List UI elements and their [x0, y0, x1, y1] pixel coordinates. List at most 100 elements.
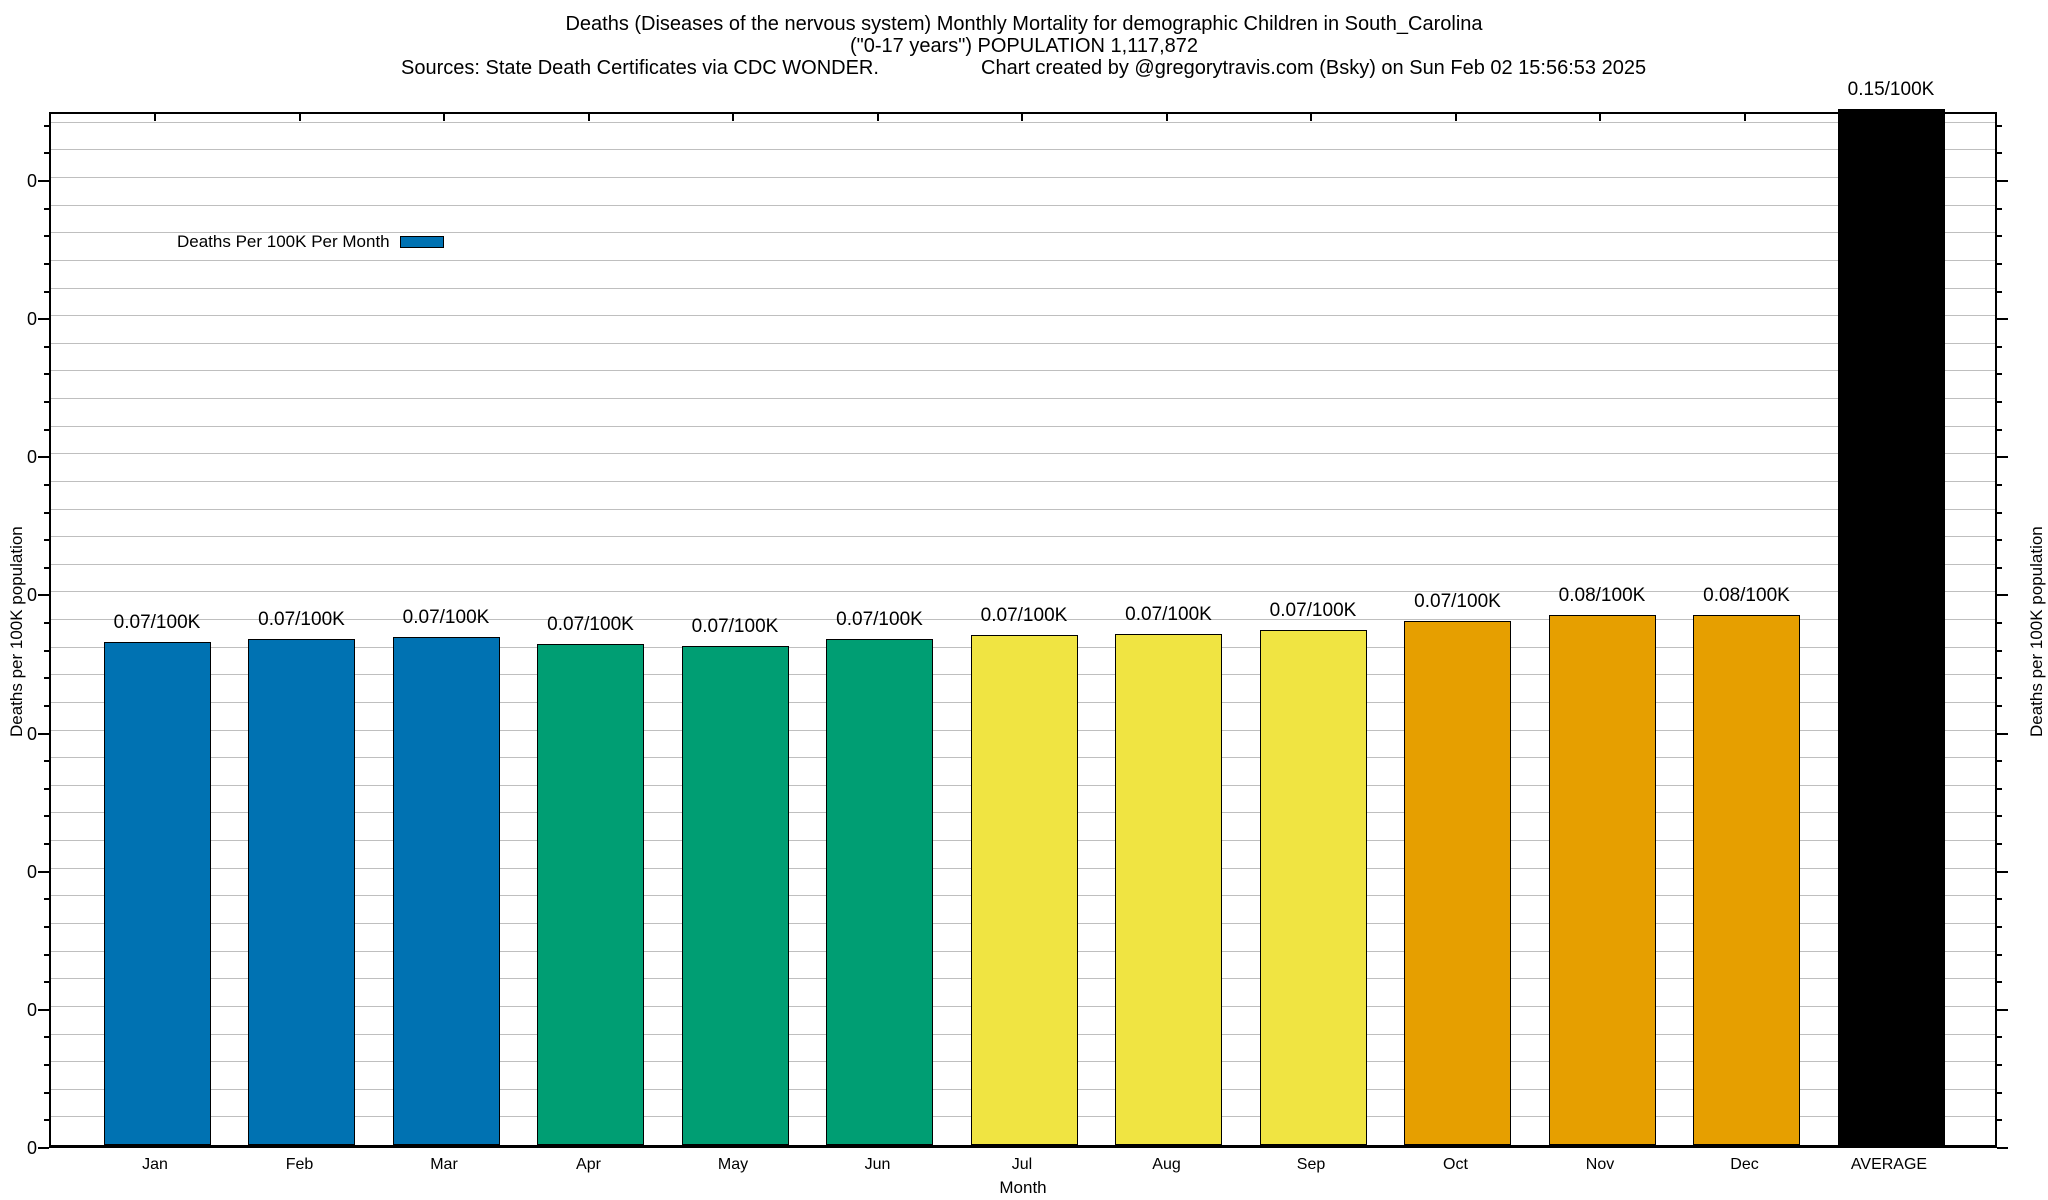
y-tick-mark — [44, 428, 49, 431]
y2-tick-mark — [1997, 152, 2002, 155]
x-tick-label-jan: Jan — [142, 1156, 168, 1173]
chart-title-line2: ("0-17 years") POPULATION 1,117,872 — [849, 35, 1199, 57]
y-tick-mark — [38, 180, 49, 183]
gridline — [51, 315, 1995, 317]
y2-tick-mark — [1997, 622, 2002, 625]
bar-apr — [537, 643, 644, 1145]
y-tick-mark — [44, 1091, 49, 1094]
y-tick-mark — [44, 622, 49, 625]
gridline — [51, 287, 1995, 289]
y-tick-mark — [38, 1147, 49, 1149]
gridline — [51, 398, 1995, 400]
x-tick-mark-top — [876, 112, 879, 121]
y-tick-mark — [44, 401, 49, 404]
bar-value-label-dec: 0.08/100K — [1703, 584, 1790, 606]
bar-jan — [103, 642, 211, 1145]
y-tick-mark — [44, 207, 49, 210]
legend: Deaths Per 100K Per Month — [177, 232, 444, 252]
gridline — [51, 536, 1995, 538]
gridline — [51, 342, 1995, 344]
gridline — [51, 619, 1995, 621]
x-tick-mark-top — [1021, 112, 1023, 121]
x-tick-mark-top — [1599, 112, 1601, 121]
bar-value-label-average: 0.15/100K — [1847, 79, 1935, 100]
x-tick-label-feb: Feb — [285, 1156, 314, 1173]
y-tick-mark — [38, 732, 49, 735]
y2-tick-mark — [1997, 373, 2002, 376]
y-tick-mark — [38, 318, 49, 321]
chart-credit: Chart created by @gregorytravis.com (Bsk… — [981, 57, 1647, 79]
x-tick-mark-top — [587, 112, 590, 121]
gridline — [51, 425, 1995, 427]
y2-tick-mark — [1997, 1119, 2002, 1122]
y-tick-mark — [44, 566, 49, 569]
y2-tick-mark — [1997, 207, 2002, 210]
y2-tick-mark — [1997, 870, 2008, 873]
x-tick-mark-top — [1310, 112, 1312, 121]
gridline — [51, 370, 1995, 372]
y2-tick-mark — [1997, 483, 2002, 486]
bar-feb — [248, 639, 355, 1145]
y-tick-label: 0 — [26, 585, 37, 606]
y-tick-mark — [44, 815, 49, 818]
x-tick-label-apr: Apr — [576, 1156, 601, 1173]
y2-tick-mark — [1997, 180, 2008, 183]
y2-tick-mark — [1997, 318, 2008, 321]
legend-label: Deaths Per 100K Per Month — [177, 232, 390, 251]
bar-value-label-apr: 0.07/100K — [547, 613, 634, 635]
y2-tick-mark — [1997, 732, 2008, 735]
plot-area: 0.07/100K 0.07/100K 0.07/100K 0.07/100K 0.07… — [49, 79, 1997, 1148]
y-tick-mark — [38, 870, 49, 873]
y2-tick-mark — [1997, 456, 2008, 459]
y2-tick-mark — [1997, 815, 2002, 818]
x-tick-label-oct: Oct — [1443, 1156, 1468, 1173]
gridline — [51, 121, 1995, 123]
x-tick-label-mar: Mar — [430, 1156, 458, 1173]
gridline — [51, 232, 1995, 234]
y-tick-mark — [44, 1064, 49, 1067]
gridline — [51, 508, 1995, 510]
x-tick-mark-top — [1743, 112, 1746, 121]
y-tick-mark — [44, 1119, 49, 1122]
x-tick-label-nov: Nov — [1585, 1156, 1615, 1173]
chart-sources: Sources: State Death Certificates via CD… — [401, 57, 879, 79]
x-tick-mark-top — [732, 112, 734, 121]
bar-value-label-feb: 0.07/100K — [258, 609, 345, 631]
gridline — [51, 480, 1995, 482]
x-tick-mark-top — [154, 112, 156, 121]
x-tick-label-dec: Dec — [1730, 1156, 1759, 1173]
y2-tick-mark — [1997, 787, 2002, 790]
gridline — [51, 563, 1995, 565]
y2-tick-mark — [1997, 511, 2002, 514]
y2-tick-mark — [1997, 649, 2002, 652]
x-tick-mark-top — [1165, 112, 1168, 121]
y-tick-mark — [44, 953, 49, 956]
y-tick-mark — [44, 124, 49, 127]
y-tick-mark — [44, 373, 49, 376]
bar-may — [681, 645, 789, 1145]
bar-value-label-mar: 0.07/100K — [402, 606, 490, 628]
y2-tick-mark — [1997, 566, 2002, 569]
bar-sep — [1259, 629, 1367, 1145]
y-tick-mark — [44, 898, 49, 901]
y-tick-mark — [38, 456, 49, 459]
y2-tick-mark — [1997, 953, 2002, 956]
y2-tick-mark — [1997, 290, 2002, 293]
y2-tick-mark — [1997, 704, 2002, 707]
y-tick-mark — [44, 649, 49, 652]
x-tick-mark-top — [443, 112, 445, 121]
bar-aug — [1115, 633, 1222, 1145]
y2-tick-mark — [1997, 1091, 2002, 1094]
bar-oct — [1404, 621, 1511, 1145]
y-tick-mark — [44, 677, 49, 680]
x-tick-label-average: AVERAGE — [1850, 1156, 1928, 1173]
x-tick-mark-top — [298, 112, 301, 121]
gridline — [51, 177, 1995, 179]
gridline — [51, 149, 1995, 151]
y2-tick-mark — [1997, 124, 2002, 127]
bar-average — [1837, 109, 1945, 1145]
y-tick-mark — [44, 152, 49, 155]
y2-tick-mark — [1997, 925, 2002, 928]
y-tick-mark — [38, 594, 49, 597]
x-tick-mark-top — [1454, 112, 1457, 121]
